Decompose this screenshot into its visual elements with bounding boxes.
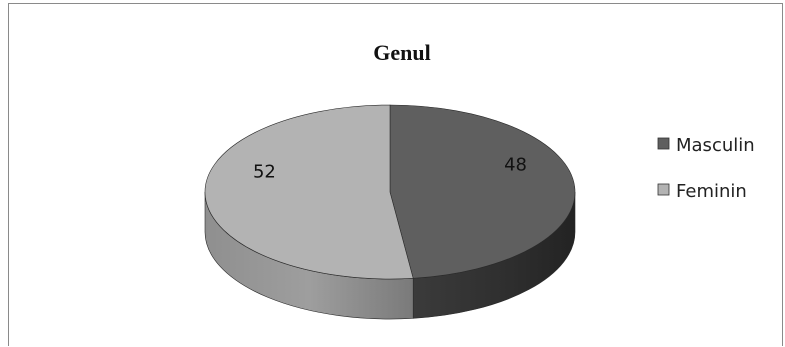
pie-slice-masculin [389, 104, 576, 279]
legend-label: Feminin [676, 181, 747, 202]
legend-swatch [657, 183, 670, 196]
legend-label: Masculin [676, 135, 755, 156]
legend-swatch [657, 137, 670, 150]
data-label-feminin: 52 [253, 162, 276, 183]
legend-item-masculin: Masculin [657, 135, 755, 156]
pie-slice-feminin [204, 104, 414, 280]
chart-title: Genul [373, 40, 430, 65]
data-label-masculin: 48 [504, 154, 527, 175]
legend-item-feminin: Feminin [657, 181, 747, 202]
pie-group: 48 52 [204, 104, 576, 320]
legend: Masculin Feminin [657, 135, 755, 202]
